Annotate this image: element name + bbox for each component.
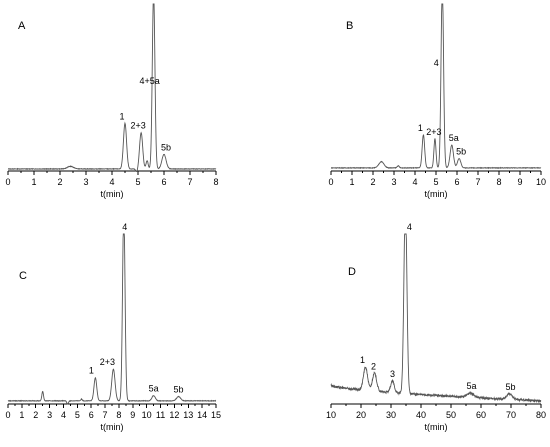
x-tick-label: 5 [433,177,438,187]
x-tick-label: 1 [31,177,36,187]
x-tick-label: 3 [47,410,52,420]
x-tick-label: 0 [328,177,333,187]
peak-label: 2+3 [426,127,441,137]
peak-label: 3 [390,369,395,379]
x-tick-label: 0 [5,177,10,187]
x-tick-label: 4 [61,410,66,420]
chromatogram-trace [7,3,217,173]
x-tick-label: 7 [475,177,480,187]
x-tick-label: 7 [187,177,192,187]
x-tick-label: 3 [391,177,396,187]
x-tick-label: 14 [197,410,207,420]
panel-a: 0 1 2 3 4 5 6 7 8 t(min) A 1 2+3 4+5a 5b [5,3,219,199]
panel-letter: B [346,20,353,32]
x-tick-label: 4 [109,177,114,187]
x-tick-label: 5 [135,177,140,187]
peak-label: 5b [174,385,184,395]
x-tick-label: 15 [211,410,221,420]
peak-label: 1 [360,355,365,365]
x-tick-label: 2 [370,177,375,187]
x-tick-label: 13 [183,410,193,420]
x-tick-label: 8 [496,177,501,187]
x-tick-label: 10 [326,410,336,420]
peak-label: 2+3 [130,121,145,131]
peak-label: 5a [466,381,476,391]
x-tick-label: 20 [356,410,366,420]
x-tick-label: 6 [454,177,459,187]
peak-label: 4+5a [139,76,159,86]
peak-label: 5b [161,142,171,152]
x-tick-label: 11 [156,410,165,420]
x-tick-label: 5 [75,410,80,420]
peak-label: 1 [418,123,423,133]
peak-label: 5a [149,384,159,394]
peak-label: 1 [119,111,124,121]
x-tick-label: 4 [412,177,417,187]
panel-letter: C [19,270,27,282]
x-tick-label: 8 [116,410,121,420]
peak-label: 5b [456,147,466,157]
x-tick-label: 1 [19,410,24,420]
panel-d: 10 20 30 40 50 60 70 80 t(min) D 12 3 4 5a 5b [326,222,546,432]
x-tick-label: 10 [536,177,546,187]
x-tick-label: 60 [476,410,486,420]
peak-label: 1 [89,366,94,376]
x-tick-label: 1 [349,177,354,187]
x-axis-label: t(min) [425,189,448,199]
chromatogram-trace [330,3,542,170]
x-tick-label: 12 [169,410,179,420]
x-tick-label: 80 [536,410,546,420]
peak-label: 4 [434,58,439,68]
x-tick-label: 9 [517,177,522,187]
x-axis-label: t(min) [101,189,124,199]
peak-label: 2+3 [100,357,115,367]
x-tick-label: 40 [416,410,426,420]
x-tick-label: 6 [89,410,94,420]
x-tick-label: 30 [386,410,396,420]
x-tick-label: 0 [5,410,10,420]
chromatogram-trace [330,233,542,404]
x-tick-label: 70 [506,410,516,420]
x-tick-label: 2 [33,410,38,420]
panel-letter: A [18,20,26,32]
x-tick-label: 6 [161,177,166,187]
chromatogram-trace [7,233,217,405]
peak-label: 5b [505,382,515,392]
x-axis-label: t(min) [425,422,448,432]
peak-label: 5a [449,133,459,143]
x-tick-label: 2 [57,177,62,187]
x-tick-label: 8 [213,177,218,187]
panel-letter: D [348,266,356,278]
x-tick-label: 10 [142,410,152,420]
x-axis-label: t(min) [101,422,124,432]
peak-label: 2 [371,361,376,371]
peak-label: 4 [122,222,127,232]
x-tick-label: 9 [130,410,135,420]
x-tick-label: 7 [103,410,108,420]
x-tick-label: 3 [83,177,88,187]
peak-label: 4 [407,222,412,232]
x-tick-label: 50 [446,410,456,420]
